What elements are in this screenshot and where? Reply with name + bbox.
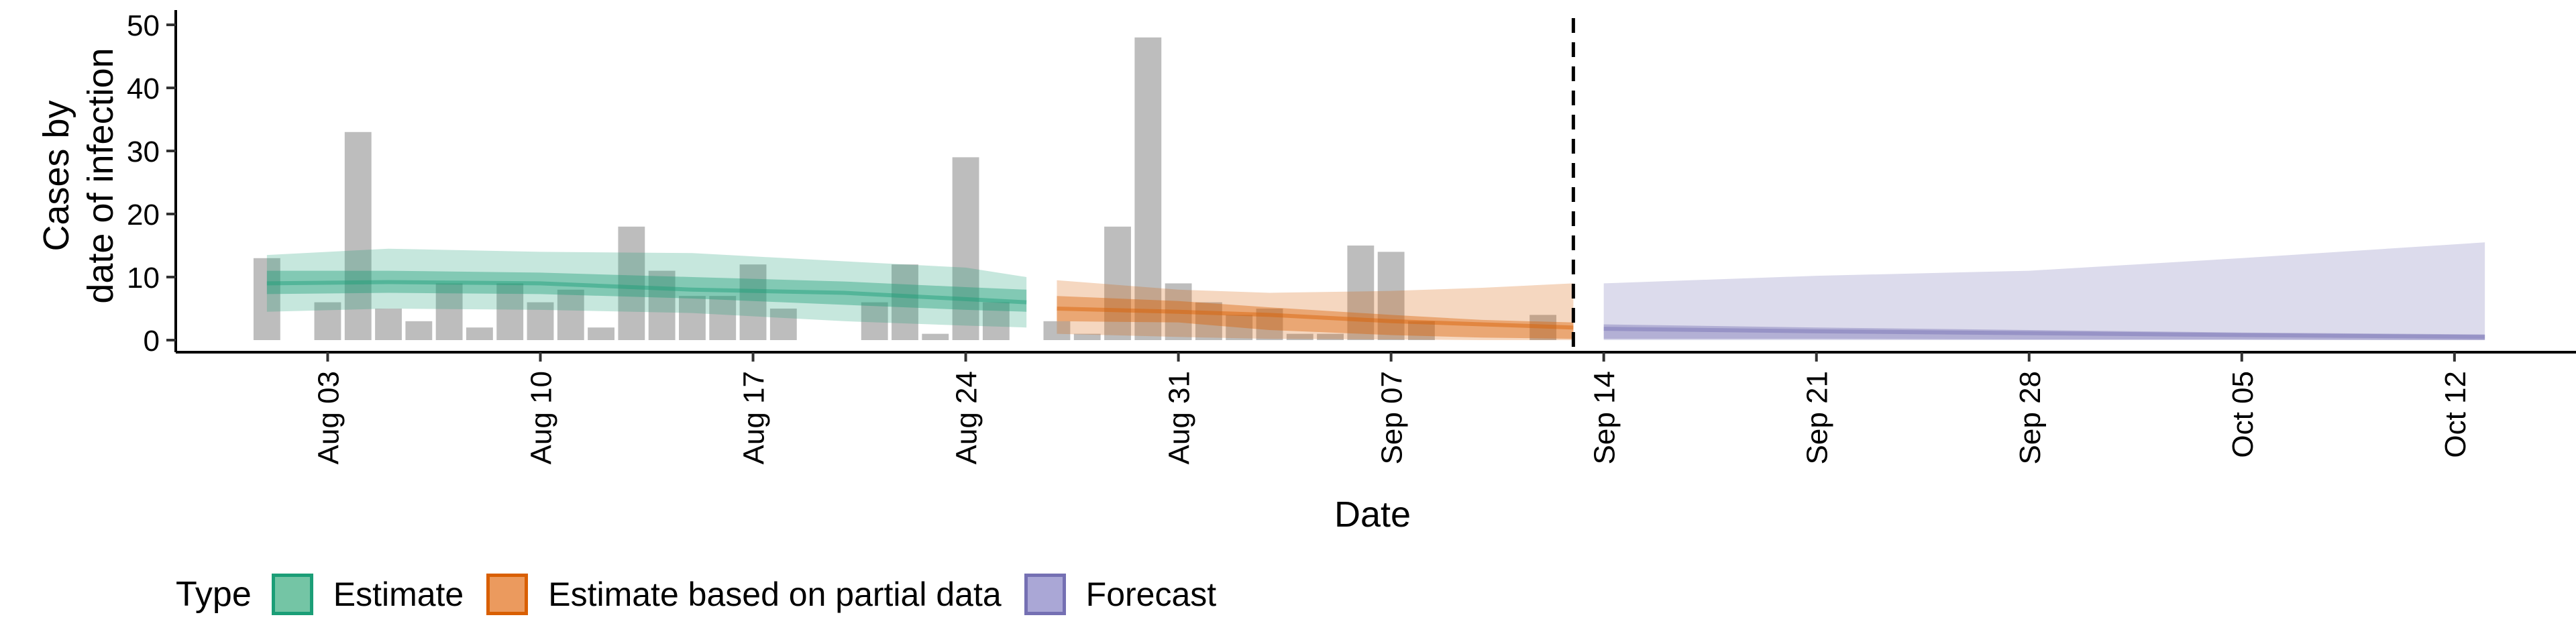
y-tick-label: 50 [127, 9, 160, 42]
bar [1134, 37, 1162, 341]
bar [922, 333, 949, 340]
median-line-estimate-based-on-partial-data [1057, 307, 1574, 330]
legend-item-estimate: Estimate [271, 574, 464, 615]
x-tick-label: Aug 17 [738, 371, 771, 464]
bar [344, 131, 372, 341]
band-outer-estimate [266, 248, 1027, 328]
bar [982, 302, 1010, 340]
bar [314, 302, 341, 340]
bar [1226, 315, 1253, 340]
bar [1165, 283, 1192, 340]
bar [1043, 321, 1071, 340]
bar [648, 270, 676, 340]
legend-label-forecast: Forecast [1085, 576, 1217, 613]
bar [405, 321, 433, 340]
y-tick-label: 40 [127, 72, 160, 105]
legend-key-estimate [271, 574, 313, 615]
bar [1195, 302, 1222, 340]
median-line-forecast [1603, 327, 2485, 339]
bar [739, 264, 767, 340]
bar [679, 296, 706, 340]
bar [435, 283, 463, 340]
bar [466, 327, 493, 340]
x-axis-title: Date [1334, 494, 1411, 535]
x-tick-label: Sep 28 [2014, 371, 2047, 464]
bar [496, 283, 524, 340]
y-tick-label: 0 [144, 325, 160, 358]
x-tick-label: Aug 03 [312, 371, 345, 464]
x-tick-label: Sep 14 [1589, 371, 1621, 464]
legend-key-partial [486, 574, 529, 615]
legend-label-estimate: Estimate [333, 576, 464, 613]
bar [527, 302, 554, 340]
bar [1377, 252, 1405, 340]
x-tick-label: Sep 21 [1801, 371, 1834, 464]
y-tick-label: 30 [127, 136, 160, 168]
median-line-estimate [266, 280, 1027, 305]
bar [375, 309, 402, 340]
x-tick-label: Oct 05 [2226, 371, 2259, 458]
bar [557, 289, 584, 340]
y-tick-label: 10 [127, 262, 160, 294]
bar [709, 296, 737, 340]
band-outer-forecast [1603, 242, 2485, 340]
bars-layer [253, 37, 1557, 341]
legend-item-partial: Estimate based on partial data [486, 574, 1002, 615]
axes-layer [166, 10, 2576, 362]
bar [1256, 309, 1283, 340]
bar [1073, 333, 1101, 340]
y-axis-title-line: date of infection [80, 48, 121, 303]
legend-item-forecast: Forecast [1024, 574, 1217, 615]
bar [1529, 315, 1557, 340]
bar [952, 157, 979, 340]
y-tick-label: 20 [127, 199, 160, 231]
x-tick-label: Oct 12 [2439, 371, 2472, 458]
band-inner-estimate-based-on-partial-data [1057, 296, 1574, 339]
bar [1408, 321, 1435, 340]
x-tick-label: Aug 10 [525, 371, 557, 464]
band-outer-estimate-based-on-partial-data [1057, 280, 1574, 340]
bar [892, 264, 918, 340]
bar [1286, 333, 1313, 340]
legend: Type Estimate Estimate based on partial … [176, 574, 1239, 615]
legend-key-forecast [1024, 574, 1066, 615]
y-axis-title: Cases by date of infection [36, 48, 121, 303]
x-tick-label: Aug 24 [951, 371, 983, 464]
labels-layer: 0 10 20 30 40 50 Aug 03 Aug 10 Aug 17 Aug 24 Aug 3… [36, 9, 2472, 535]
bar [588, 327, 615, 340]
bar [618, 226, 645, 340]
bar [769, 309, 797, 340]
bar [1317, 333, 1344, 340]
legend-label-partial: Estimate based on partial data [548, 576, 1002, 613]
legend-title: Type [176, 575, 252, 614]
band-inner-forecast [1603, 324, 2485, 340]
bands-layer [266, 242, 2485, 340]
y-axis-title-line: Cases by [36, 100, 76, 251]
band-inner-estimate [266, 270, 1027, 312]
bar [1104, 226, 1131, 340]
x-tick-label: Aug 31 [1163, 371, 1196, 464]
x-tick-label: Sep 07 [1376, 371, 1409, 464]
bar [253, 258, 280, 340]
bar [861, 302, 888, 340]
bar [1347, 246, 1375, 340]
